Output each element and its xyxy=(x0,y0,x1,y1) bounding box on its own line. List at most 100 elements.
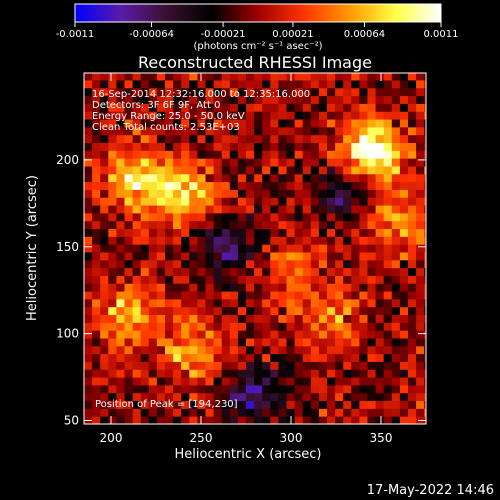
heatmap-cell xyxy=(391,384,401,394)
heatmap-cell xyxy=(165,400,174,409)
heatmap-cell xyxy=(335,330,344,339)
heatmap-cell xyxy=(286,369,296,378)
heatmap-cell xyxy=(108,283,117,292)
heatmap-cell xyxy=(108,173,117,183)
heatmap-cell xyxy=(221,228,231,237)
heatmap-cell xyxy=(343,189,352,198)
heatmap-cell xyxy=(359,330,368,339)
heatmap-cell xyxy=(205,392,215,402)
heatmap-cell xyxy=(302,111,312,120)
heatmap-cell xyxy=(359,322,368,331)
heatmap-cell xyxy=(246,244,255,253)
heatmap-cell xyxy=(318,283,328,292)
heatmap-cell xyxy=(132,244,142,253)
heatmap-cell xyxy=(213,322,223,331)
heatmap-cell xyxy=(92,283,101,292)
heatmap-cell xyxy=(100,103,109,112)
heatmap-cell xyxy=(156,150,166,159)
heatmap-cell xyxy=(148,126,158,136)
heatmap-cell xyxy=(408,165,417,175)
heatmap-cell xyxy=(383,73,393,81)
heatmap-cell xyxy=(116,306,125,316)
heatmap-cell xyxy=(237,158,247,167)
heatmap-cell xyxy=(173,126,182,136)
heatmap-cell xyxy=(148,306,158,316)
heatmap-cell xyxy=(375,189,385,198)
heatmap-cell xyxy=(84,244,93,253)
heatmap-cell xyxy=(318,306,328,316)
heatmap-cell xyxy=(416,244,425,253)
heatmap-cell xyxy=(416,384,425,394)
heatmap-cell xyxy=(343,205,352,214)
heatmap-cell xyxy=(335,345,344,355)
heatmap-cell xyxy=(310,291,320,300)
heatmap-cell xyxy=(84,173,93,183)
heatmap-cell xyxy=(181,345,190,355)
heatmap-cell xyxy=(116,181,125,190)
heatmap-cell xyxy=(254,165,263,175)
heatmap-cell xyxy=(246,212,255,222)
heatmap-cell xyxy=(213,244,223,253)
heatmap-cell xyxy=(359,298,368,308)
heatmap-cell xyxy=(302,353,312,362)
heatmap-cell xyxy=(294,377,304,386)
heatmap-cell xyxy=(367,408,377,417)
heatmap-cell xyxy=(92,142,101,151)
heatmap-cell xyxy=(132,181,142,190)
heatmap-cell xyxy=(375,314,385,323)
heatmap-cell xyxy=(84,353,93,362)
heatmap-cell xyxy=(294,111,304,120)
heatmap-cell xyxy=(351,111,360,120)
heatmap-cell xyxy=(408,87,417,97)
heatmap-cell xyxy=(205,134,215,144)
heatmap-cell xyxy=(416,345,425,355)
heatmap-cell xyxy=(335,142,344,151)
heatmap-cell xyxy=(294,73,304,81)
heatmap-cell xyxy=(165,150,174,159)
heatmap-cell xyxy=(318,400,328,409)
heatmap-cell xyxy=(237,73,247,81)
heatmap-cell xyxy=(108,345,117,355)
heatmap-cell xyxy=(84,73,93,81)
heatmap-cell xyxy=(335,79,344,89)
heatmap-cell xyxy=(229,79,239,89)
heatmap-cell xyxy=(237,205,247,214)
heatmap-cell xyxy=(116,244,125,253)
heatmap-cell xyxy=(310,353,320,362)
heatmap-cell xyxy=(408,181,417,190)
heatmap-cell xyxy=(237,298,247,308)
heatmap-cell xyxy=(318,197,328,206)
heatmap-cell xyxy=(375,369,385,378)
heatmap-cell xyxy=(286,330,296,339)
heatmap-cell xyxy=(173,134,182,144)
heatmap-cell xyxy=(278,134,287,144)
heatmap-cell xyxy=(302,165,312,175)
heatmap-cell xyxy=(92,337,101,347)
heatmap-cell xyxy=(343,330,352,339)
heatmap-cell xyxy=(189,275,198,284)
heatmap-cell xyxy=(254,111,263,120)
heatmap-cell xyxy=(351,103,360,112)
heatmap-cell xyxy=(100,361,109,370)
heatmap-cell xyxy=(92,119,101,128)
heatmap-cell xyxy=(327,79,336,89)
heatmap-cell xyxy=(391,330,401,339)
heatmap-cell xyxy=(108,181,117,190)
heatmap-cell xyxy=(399,361,409,370)
heatmap-cell xyxy=(108,314,117,323)
heatmap-cell xyxy=(270,314,279,323)
heatmap-cell xyxy=(383,291,393,300)
heatmap-cell xyxy=(221,337,231,347)
heatmap-cell xyxy=(310,236,320,245)
heatmap-cell xyxy=(84,377,93,386)
heatmap-cell xyxy=(197,158,206,167)
heatmap-cell xyxy=(375,142,385,151)
heatmap-cell xyxy=(399,377,409,386)
heatmap-cell xyxy=(270,134,279,144)
heatmap-cell xyxy=(205,181,215,190)
heatmap-cell xyxy=(165,283,174,292)
heatmap-cell xyxy=(197,298,206,308)
heatmap-cell xyxy=(424,314,426,323)
heatmap-cell xyxy=(181,275,190,284)
heatmap-cell xyxy=(278,259,287,269)
